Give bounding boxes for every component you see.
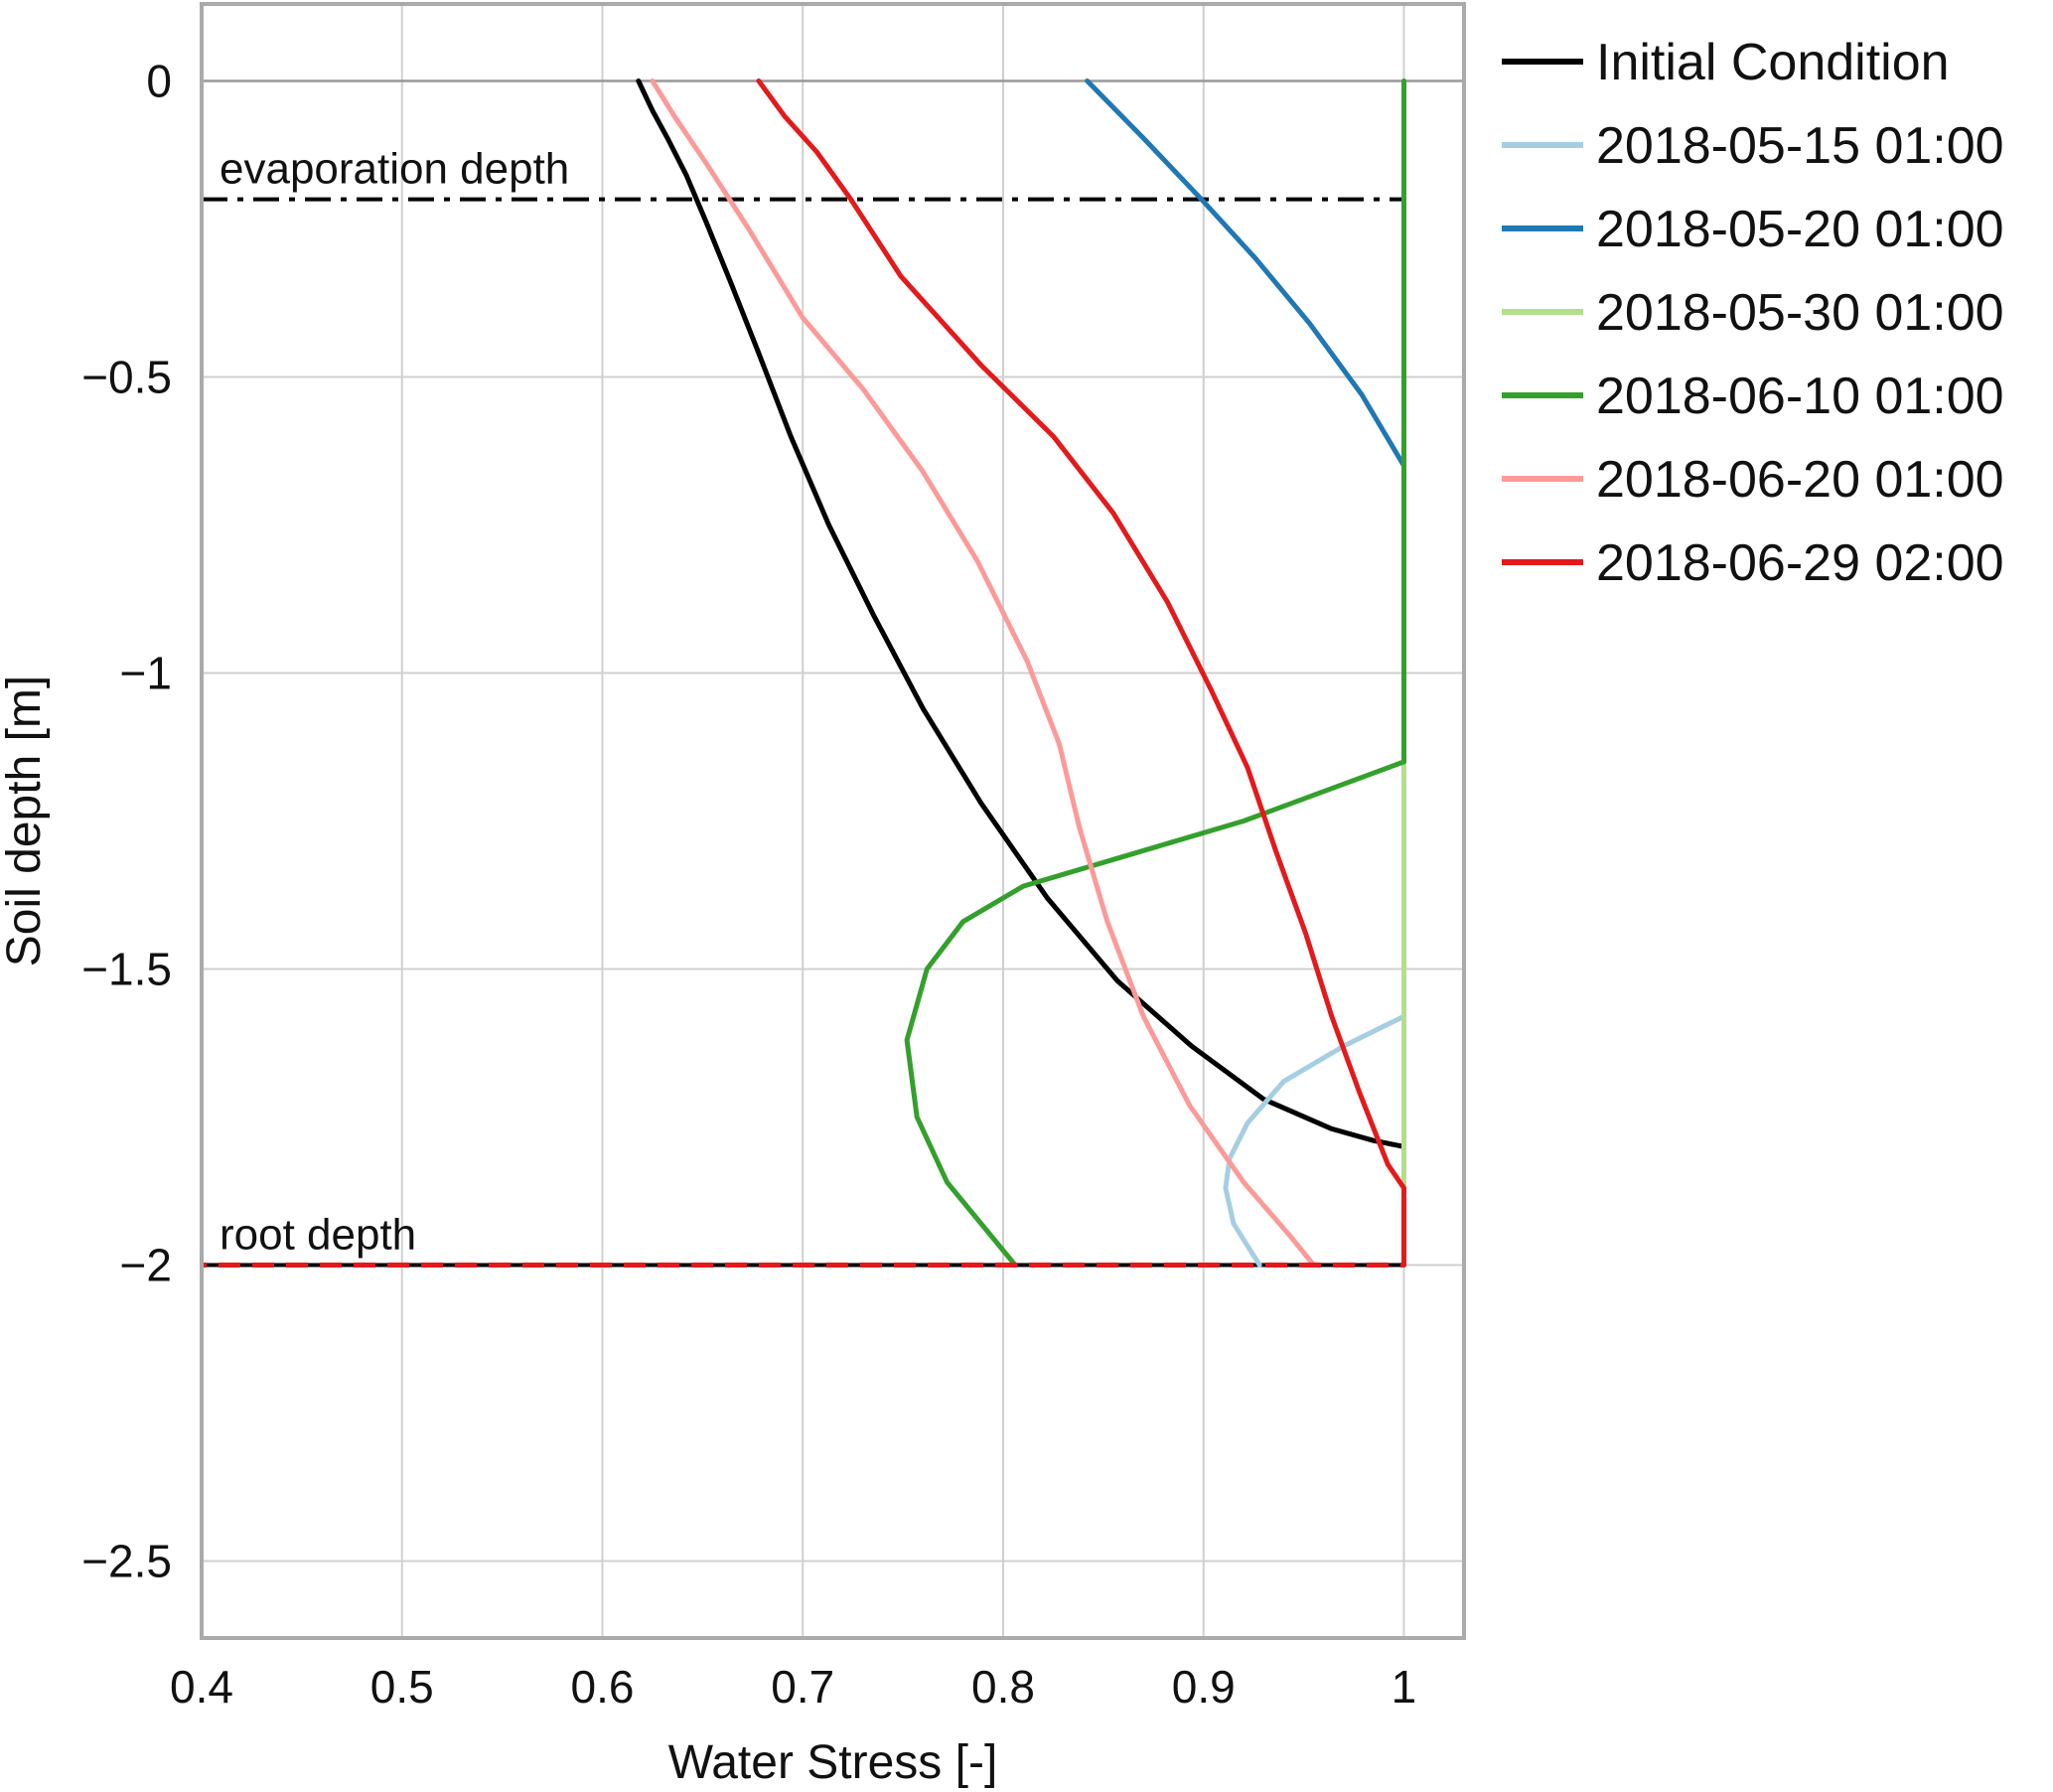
legend-label: 2018-05-20 01:00 — [1596, 201, 2004, 258]
series-line — [650, 78, 1317, 1268]
series-lines — [202, 78, 1406, 1269]
series-line — [756, 78, 1406, 1268]
x-axis-label: Water Stress [-] — [668, 1736, 998, 1789]
y-tick-label: −1 — [120, 647, 172, 698]
y-tick-label: −1.5 — [81, 944, 172, 995]
legend-label: 2018-06-29 02:00 — [1596, 534, 2004, 592]
y-tick-label: −0.5 — [81, 351, 172, 402]
x-tick-label: 0.6 — [571, 1661, 635, 1713]
plot-frame — [200, 2, 1466, 1640]
reference-line-label: evaporation depth — [220, 145, 569, 194]
legend: Initial Condition 2018-05-15 01:00 2018-05… — [1502, 34, 2004, 592]
legend-label: Initial Condition — [1596, 34, 1950, 91]
x-tick-label: 0.8 — [971, 1661, 1035, 1713]
x-tick-label: 1 — [1392, 1661, 1417, 1713]
tick-labels: 0.4 0.5 0.6 0.7 0.8 0.9 1 0 −0.5 −1 −1.5 −2 −2.5 — [81, 55, 1416, 1713]
reference-line-label: root depth — [220, 1211, 416, 1260]
x-tick-label: 0.4 — [170, 1661, 233, 1713]
y-axis-label: Soil depth [m] — [0, 675, 51, 967]
x-tick-label: 0.9 — [1172, 1661, 1236, 1713]
x-tick-label: 0.7 — [771, 1661, 834, 1713]
series-line — [1223, 1007, 1406, 1268]
series-line — [904, 78, 1406, 1268]
legend-label: 2018-05-15 01:00 — [1596, 117, 2004, 175]
legend-label: 2018-05-30 01:00 — [1596, 284, 2004, 342]
y-tick-label: −2.5 — [81, 1536, 172, 1587]
legend-label: 2018-06-10 01:00 — [1596, 368, 2004, 425]
x-tick-label: 0.5 — [370, 1661, 434, 1713]
legend-label: 2018-06-20 01:00 — [1596, 451, 2004, 509]
series-line — [636, 78, 1406, 1268]
y-tick-label: 0 — [146, 55, 172, 106]
series-line — [1085, 78, 1406, 481]
y-tick-label: −2 — [120, 1240, 172, 1291]
